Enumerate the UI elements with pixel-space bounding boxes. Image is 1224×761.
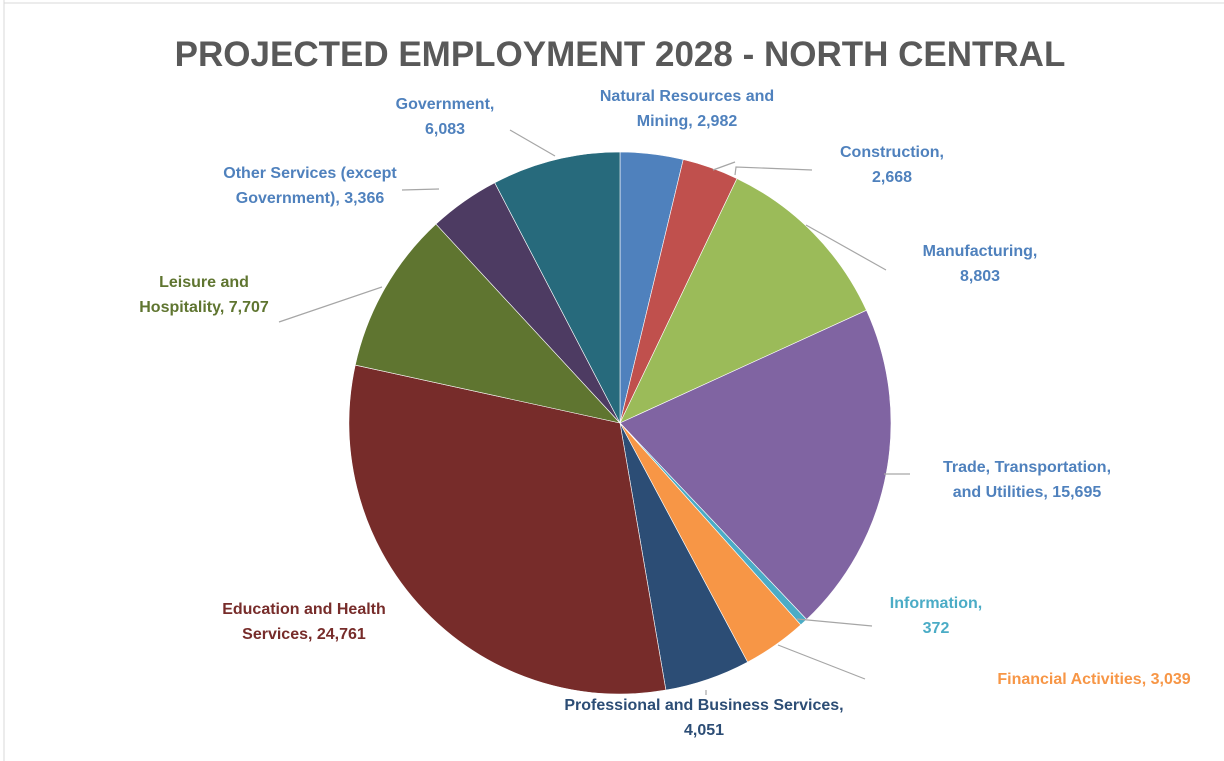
pie-slices <box>348 151 892 695</box>
pie-slice-government <box>494 151 621 424</box>
data-label-line: Mining, 2,982 <box>637 113 738 130</box>
data-label-line: Manufacturing, <box>923 243 1038 260</box>
data-label-line: Trade, Transportation, <box>943 459 1111 476</box>
leader-line-financial-activities <box>777 644 866 680</box>
leader-line-construction <box>734 166 813 176</box>
data-label-line: Services, 24,761 <box>242 626 366 643</box>
data-label-line: Professional and Business Services, <box>564 697 843 714</box>
leader-line-government <box>509 129 556 157</box>
data-label-line: Information, <box>890 595 982 612</box>
data-label-line: 372 <box>923 620 950 637</box>
data-label-line: Education and Health <box>222 601 386 618</box>
data-label-line: Government), 3,366 <box>236 190 385 207</box>
data-label-line: Financial Activities, 3,039 <box>997 671 1190 688</box>
data-label-line: 4,051 <box>684 722 724 739</box>
leader-lines <box>278 129 910 695</box>
data-label-trade-transportation-and-utilities: Trade, Transportation, and Utilities, 15,… <box>943 459 1111 501</box>
leader-line-information <box>796 618 873 627</box>
leader-line-manufacturing <box>805 224 887 271</box>
data-label-line: Hospitality, 7,707 <box>139 299 269 316</box>
pie-slice-manufacturing <box>619 178 867 424</box>
data-label-line: Natural Resources and <box>600 88 774 105</box>
data-label-natural-resources-and-mining: Natural Resources and Mining, 2,982 <box>600 88 774 130</box>
chart-title: PROJECTED EMPLOYMENT 2028 - NORTH CENTRA… <box>175 35 1066 74</box>
leader-line-leisure-and-hospitality <box>278 286 383 323</box>
data-label-manufacturing: Manufacturing, 8,803 <box>923 243 1038 285</box>
data-label-education-and-health-services: Education and Health Services, 24,761 <box>222 601 386 643</box>
data-label-financial-activities: Financial Activities, 3,039 <box>997 671 1190 688</box>
data-labels: Natural Resources and Mining, 2,982 Constr… <box>139 88 1191 739</box>
data-label-line: 6,083 <box>425 121 465 138</box>
data-label-line: Government, <box>396 96 495 113</box>
data-label-leisure-and-hospitality: Leisure and Hospitality, 7,707 <box>139 274 269 316</box>
data-label-professional-and-business-services: Professional and Business Services, 4,051 <box>564 697 843 739</box>
pie-slice-leisure-and-hospitality <box>354 223 621 424</box>
data-label-line: Construction, <box>840 144 944 161</box>
leader-line-natural-resources-and-mining <box>712 161 736 171</box>
data-label-line: Other Services (except <box>223 165 397 182</box>
data-label-line: 8,803 <box>960 268 1000 285</box>
data-label-line: Leisure and <box>159 274 249 291</box>
data-label-information: Information, 372 <box>890 595 982 637</box>
pie-slice-education-and-health-services <box>348 364 667 695</box>
data-label-line: 2,668 <box>872 169 912 186</box>
data-label-construction: Construction, 2,668 <box>840 144 944 186</box>
data-label-other-services-except-government: Other Services (except Government), 3,366 <box>223 165 397 207</box>
data-label-government: Government, 6,083 <box>396 96 495 138</box>
data-label-line: and Utilities, 15,695 <box>953 484 1102 501</box>
leader-line-other-services-except-government <box>401 188 440 191</box>
